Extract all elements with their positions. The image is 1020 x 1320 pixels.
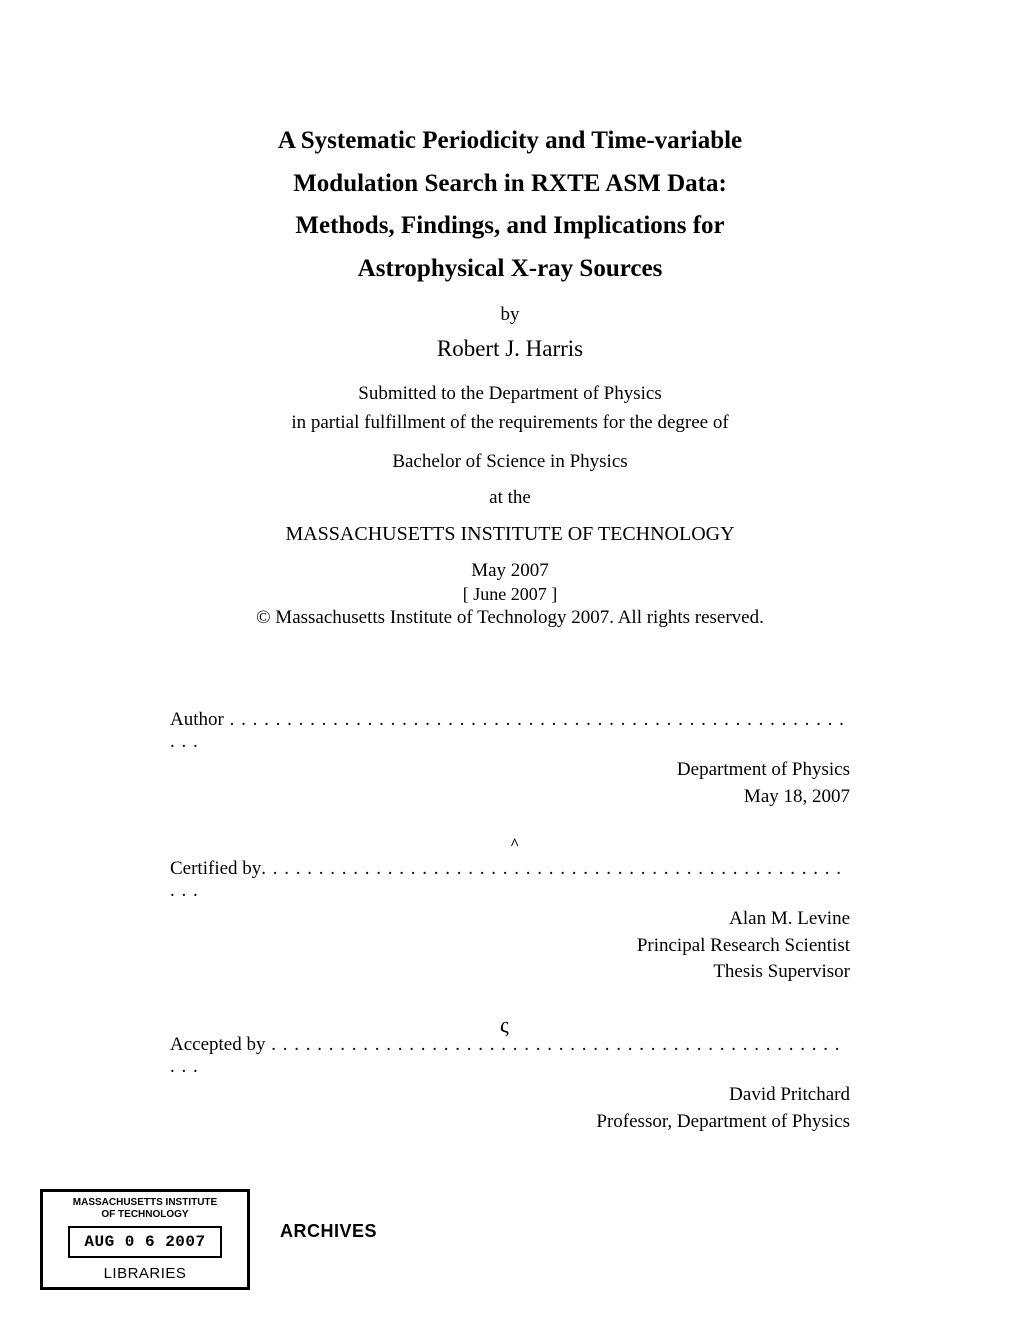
supervisor-role-1: Principal Research Scientist bbox=[637, 935, 850, 956]
thesis-title: A Systematic Periodicity and Time-variab… bbox=[150, 120, 870, 290]
author-label: Author bbox=[170, 709, 224, 731]
by-line: by bbox=[150, 304, 870, 326]
stamp-libraries: LIBRARIES bbox=[48, 1265, 242, 1282]
stamp-institute: MASSACHUSETTS INSTITUTE OF TECHNOLOGY bbox=[48, 1197, 242, 1220]
archives-label: ARCHIVES bbox=[280, 1221, 377, 1242]
submitted-line-2: in partial fulfillment of the requiremen… bbox=[291, 412, 728, 433]
author-name: Robert J. Harris bbox=[150, 336, 870, 362]
title-line-3: Methods, Findings, and Implications for bbox=[295, 212, 724, 239]
accepted-signature-right: David Pritchard Professor, Department of… bbox=[170, 1082, 850, 1135]
submitted-line-1: Submitted to the Department of Physics bbox=[358, 383, 661, 404]
dots-line-3: . . . . . . . . . . . . . . . . . . . . … bbox=[170, 1034, 840, 1077]
signature-author-line: Author . . . . . . . . . . . . . . . . .… bbox=[170, 709, 850, 753]
stamp-inst-line-1: MASSACHUSETTS INSTITUTE bbox=[73, 1197, 217, 1208]
date-handwritten: [ June 2007 ] bbox=[150, 584, 870, 605]
certified-signature-right: Alan M. Levine Principal Research Scient… bbox=[170, 906, 850, 986]
title-line-2: Modulation Search in RXTE ASM Data: bbox=[293, 170, 727, 197]
supervisor-role-2: Thesis Supervisor bbox=[713, 961, 850, 982]
certified-label: Certified by bbox=[170, 858, 261, 880]
caret-mark: ^ bbox=[510, 836, 519, 854]
degree-text: Bachelor of Science in Physics bbox=[150, 451, 870, 473]
squiggle-mark: ς bbox=[500, 1012, 509, 1038]
accepted-label: Accepted by bbox=[170, 1034, 265, 1056]
signature-block: Author . . . . . . . . . . . . . . . . .… bbox=[170, 709, 850, 1135]
copyright-line: © Massachusetts Institute of Technology … bbox=[150, 607, 870, 629]
acceptor-role: Professor, Department of Physics bbox=[596, 1111, 850, 1132]
library-stamp: MASSACHUSETTS INSTITUTE OF TECHNOLOGY AU… bbox=[40, 1189, 250, 1290]
author-dept: Department of Physics bbox=[677, 759, 850, 780]
signature-certified-line: ^ Certified by. . . . . . . . . . . . . … bbox=[170, 858, 850, 902]
submitted-text: Submitted to the Department of Physics i… bbox=[150, 380, 870, 437]
author-signature-right: Department of Physics May 18, 2007 bbox=[170, 757, 850, 810]
author-date: May 18, 2007 bbox=[744, 786, 850, 807]
supervisor-name: Alan M. Levine bbox=[729, 908, 850, 929]
dots-line: . . . . . . . . . . . . . . . . . . . . … bbox=[170, 709, 845, 752]
dots-line-2: . . . . . . . . . . . . . . . . . . . . … bbox=[170, 858, 842, 901]
title-line-4: Astrophysical X-ray Sources bbox=[358, 255, 663, 282]
at-the-text: at the bbox=[150, 487, 870, 509]
title-line-1: A Systematic Periodicity and Time-variab… bbox=[278, 127, 742, 154]
date-printed: May 2007 bbox=[150, 560, 870, 582]
institute-name: MASSACHUSETTS INSTITUTE OF TECHNOLOGY bbox=[150, 523, 870, 546]
stamp-inst-line-2: OF TECHNOLOGY bbox=[101, 1209, 188, 1220]
stamp-date: AUG 0 6 2007 bbox=[68, 1226, 221, 1258]
acceptor-name: David Pritchard bbox=[729, 1084, 850, 1105]
signature-accepted-line: ς Accepted by . . . . . . . . . . . . . … bbox=[170, 1034, 850, 1078]
